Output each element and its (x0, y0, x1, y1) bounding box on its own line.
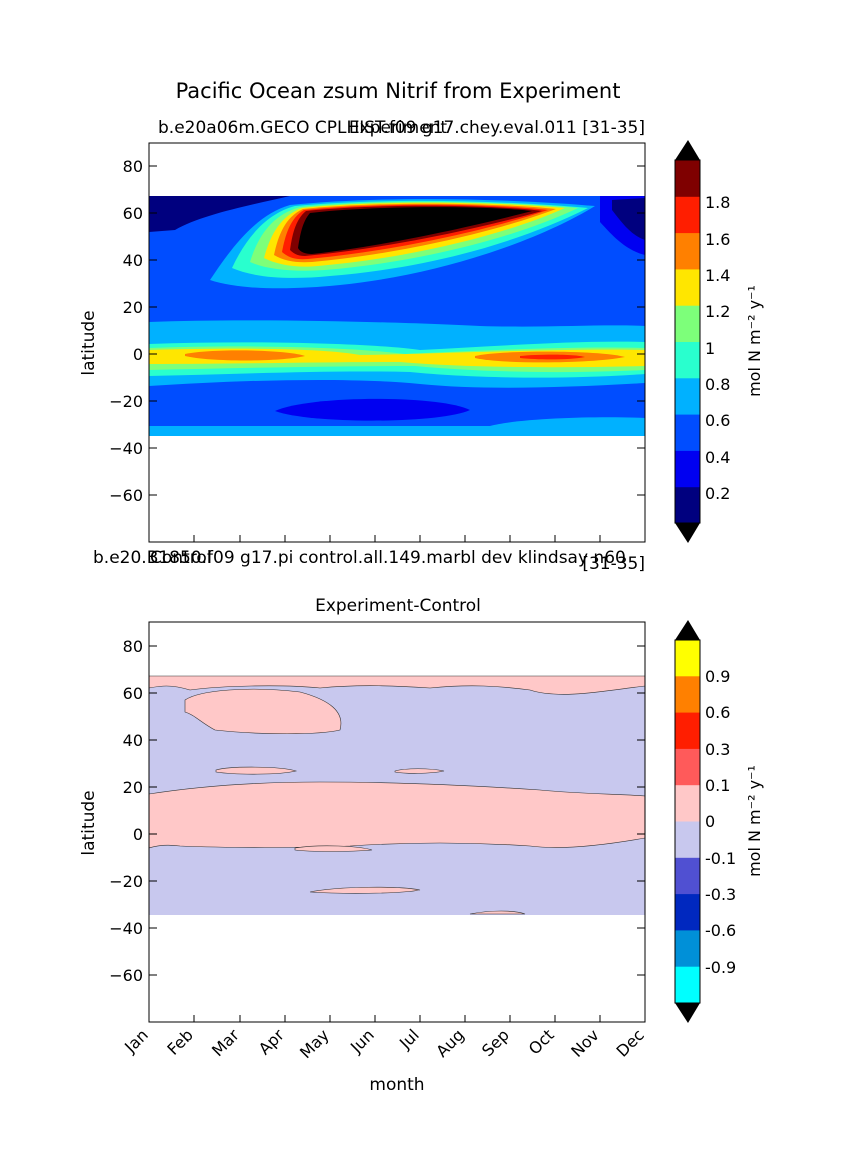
colorbar-segment (675, 196, 700, 234)
top-y-axis: 80 60 40 20 0 −20 −40 −60 (109, 157, 645, 505)
colorbar-segment (675, 414, 700, 451)
bottom-ylabel: latitude (79, 790, 99, 855)
x-tick-label: Sep (478, 1025, 513, 1060)
bottom-cb-tick-label: -0.3 (705, 885, 736, 904)
bottom-axes-frame (148, 621, 646, 1023)
bottom-colorbar-under-arrow (675, 1003, 700, 1023)
top-ytick-label: −20 (109, 392, 143, 411)
top-heatmap (149, 143, 645, 542)
top-ylabel: latitude (79, 310, 99, 375)
figure-title: Pacific Ocean zsum Nitrif from Experimen… (176, 79, 621, 103)
top-ytick-label: −60 (109, 486, 143, 505)
colorbar-segment (675, 377, 700, 415)
colorbar-segment (675, 676, 700, 714)
bottom-ytick-label: −60 (109, 966, 143, 985)
colorbar-segment (675, 640, 700, 677)
bottom-panel-title: Experiment-Control (315, 596, 481, 616)
colorbar-segment (675, 712, 700, 750)
top-panel-left-title: b.e20a06m.GECO CPLHIST.f09 g17.chey.eval… (158, 118, 577, 138)
colorbar-segment (675, 160, 700, 197)
top-cb-tick-label: 1.6 (705, 230, 730, 249)
bottom-xlabel: month (369, 1075, 424, 1095)
colorbar-segment (675, 305, 700, 342)
colorbar-segment (675, 748, 700, 786)
bottom-cb-tick-label: 0 (705, 812, 715, 831)
x-tick-label: Aug (432, 1025, 468, 1061)
bottom-ytick-label: 0 (133, 825, 143, 844)
bottom-ytick-label: 40 (123, 731, 143, 750)
top-ytick-label: 0 (133, 345, 143, 364)
bottom-cb-tick-label: 0.9 (705, 667, 730, 686)
bottom-heatmap (149, 622, 645, 1022)
top-colorbar-label: mol N m⁻² y⁻¹ (745, 285, 764, 397)
top-ytick-label: 20 (123, 298, 143, 317)
bottom-ytick-label: 60 (123, 684, 143, 703)
top-ytick-label: 40 (123, 251, 143, 270)
top-cb-tick-label: 0.2 (705, 484, 730, 503)
x-tick-label: Jul (395, 1025, 423, 1053)
x-tick-label: Apr (255, 1025, 288, 1058)
bottom-panel-right-title: [31-35] (582, 554, 645, 574)
colorbar-segment (675, 486, 700, 524)
top-cb-tick-label: 1 (705, 339, 715, 358)
x-tick-label: Mar (208, 1025, 243, 1060)
colorbar-segment (675, 930, 700, 968)
bottom-colorbar: 0.9 0.6 0.3 0.1 0 -0.1 -0.3 -0.6 -0.9 mo… (674, 620, 764, 1023)
x-tick-label: Jun (346, 1025, 378, 1057)
control-overlap-label: Control (150, 548, 211, 568)
top-cb-tick-label: 1.8 (705, 193, 730, 212)
top-cb-tick-label: 0.8 (705, 375, 730, 394)
bottom-cb-tick-label: -0.6 (705, 921, 736, 940)
bottom-colorbar-over-arrow (675, 620, 700, 640)
top-colorbar-under-arrow (675, 523, 700, 543)
x-tick-label: Feb (163, 1025, 196, 1058)
top-cb-tick-label: 0.6 (705, 411, 730, 430)
top-colorbar: 0.2 0.4 0.6 0.8 1 1.2 1.4 1.6 1.8 mol N … (674, 140, 764, 543)
top-panel-title: Experiment (349, 118, 448, 138)
bottom-ytick-label: −40 (109, 919, 143, 938)
colorbar-segment (675, 341, 700, 379)
colorbar-segment (675, 821, 700, 859)
top-cb-tick-label: 1.2 (705, 302, 730, 321)
bottom-y-axis: 80 60 40 20 0 −20 −40 −60 (109, 637, 645, 985)
top-panel-right-title: [31-35] (582, 118, 645, 138)
colorbar-segment (675, 232, 700, 270)
bottom-cb-tick-label: 0.6 (705, 703, 730, 722)
top-ytick-label: 80 (123, 157, 143, 176)
bottom-panel-left-title: b.e20.B1850.f09 g17.pi control.all.149.m… (93, 548, 626, 568)
bottom-ytick-label: −20 (109, 872, 143, 891)
bottom-cb-tick-label: 0.1 (705, 776, 730, 795)
bottom-ytick-label: 20 (123, 778, 143, 797)
colorbar-segment (675, 450, 700, 488)
top-x-ticks (193, 535, 601, 542)
x-tick-label: Oct (525, 1025, 558, 1058)
top-south-gyre (275, 398, 470, 421)
x-tick-label: Jan (120, 1025, 152, 1057)
colorbar-segment (675, 785, 700, 822)
bottom-cb-tick-label: 0.3 (705, 740, 730, 759)
x-tick-label: May (296, 1025, 333, 1062)
top-north-bloom (298, 207, 532, 254)
x-tick-label: Nov (567, 1025, 603, 1061)
top-axes-frame (148, 142, 646, 543)
colorbar-segment (675, 966, 700, 1004)
colorbar-segment (675, 894, 700, 931)
colorbar-segment (675, 268, 700, 306)
top-cb-tick-label: 1.4 (705, 266, 730, 285)
bottom-cb-tick-label: -0.1 (705, 849, 736, 868)
colorbar-segment (675, 857, 700, 895)
bottom-cb-tick-label: -0.9 (705, 958, 736, 977)
top-cb-tick-label: 0.4 (705, 448, 730, 467)
top-colorbar-over-arrow (675, 140, 700, 160)
x-tick-label: Dec (612, 1025, 647, 1060)
top-ytick-label: 60 (123, 204, 143, 223)
top-ytick-label: −40 (109, 439, 143, 458)
bottom-colorbar-label: mol N m⁻² y⁻¹ (745, 765, 764, 877)
bottom-ytick-label: 80 (123, 637, 143, 656)
